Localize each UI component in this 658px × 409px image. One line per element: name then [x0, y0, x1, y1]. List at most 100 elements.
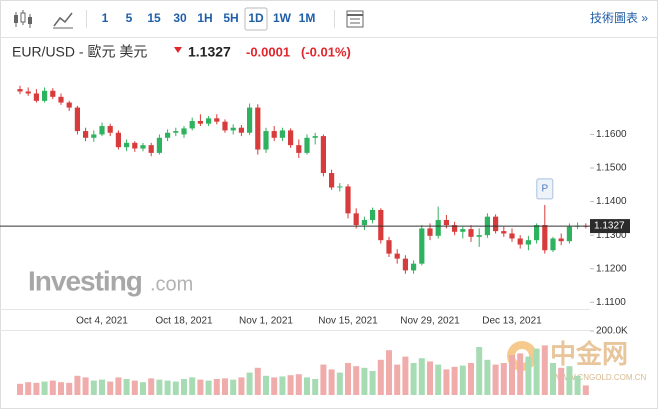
- candle-body: [353, 213, 359, 226]
- candle-body: [329, 173, 335, 188]
- volume-bar: [361, 367, 368, 395]
- x-tick-label: Nov 1, 2021: [239, 316, 293, 327]
- candle-body: [58, 96, 64, 103]
- candle-body: [460, 229, 466, 232]
- candle-body: [517, 238, 523, 245]
- candle: [493, 214, 499, 234]
- candle: [206, 115, 212, 127]
- volume-bar: [33, 382, 40, 395]
- candle: [165, 129, 171, 142]
- candle-body: [394, 253, 400, 259]
- interval-button[interactable]: 30: [173, 11, 187, 25]
- candle: [329, 169, 335, 190]
- candle-body: [148, 145, 154, 153]
- candle-body: [17, 89, 23, 92]
- interval-button[interactable]: 15: [147, 11, 161, 25]
- candle-body: [525, 240, 531, 245]
- volume-bar: [115, 377, 122, 395]
- volume-bar: [500, 363, 507, 395]
- event-marker[interactable]: [536, 178, 554, 200]
- candle-body: [320, 136, 326, 174]
- volume-bar: [17, 383, 23, 395]
- volume-bar: [377, 359, 384, 395]
- candle-body: [189, 121, 195, 129]
- volume-bar: [90, 380, 97, 395]
- volume-bar: [386, 350, 392, 395]
- candle: [58, 93, 64, 105]
- interval-button[interactable]: 1: [102, 11, 109, 25]
- candle: [230, 124, 236, 135]
- candle: [550, 236, 556, 252]
- volume-bar: [402, 356, 409, 395]
- candle: [304, 134, 310, 155]
- candle: [107, 123, 113, 137]
- interval-button[interactable]: 1D: [248, 11, 264, 25]
- candle-body: [337, 186, 343, 188]
- volume-bar: [49, 380, 56, 395]
- candle: [238, 125, 244, 137]
- candle: [566, 223, 572, 244]
- interval-button[interactable]: 5: [126, 11, 133, 25]
- volume-bar: [459, 365, 466, 395]
- candle-body: [296, 145, 302, 153]
- x-tick-label: Oct 18, 2021: [155, 316, 213, 327]
- candle: [476, 228, 482, 247]
- candle-body: [25, 91, 31, 94]
- candle: [214, 114, 220, 125]
- candle-icon[interactable]: [14, 10, 32, 28]
- candle: [279, 127, 285, 142]
- down-arrow: [174, 47, 182, 53]
- interval-button[interactable]: 1M: [299, 11, 316, 25]
- volume-bar: [418, 358, 425, 395]
- candle: [173, 127, 179, 137]
- candle: [50, 88, 56, 100]
- candle-body: [156, 137, 162, 153]
- candle: [222, 119, 228, 133]
- pair-name: EUR/USD - 歐元 美元: [12, 44, 147, 60]
- volume-bar: [156, 379, 163, 395]
- candle: [460, 226, 466, 239]
- candle: [337, 183, 343, 192]
- candle: [156, 134, 162, 155]
- volume-bar: [197, 379, 204, 395]
- interval-button[interactable]: 5H: [223, 11, 238, 25]
- volume-bar: [82, 377, 89, 395]
- volume-bar: [582, 385, 589, 395]
- candle-body: [222, 121, 228, 131]
- volume-bar: [320, 364, 327, 395]
- candle: [312, 132, 318, 145]
- technical-chart-link[interactable]: 技術圖表 »: [590, 11, 648, 25]
- volume-bar: [74, 375, 81, 395]
- candle-body: [238, 127, 244, 133]
- x-tick-label: Dec 13, 2021: [482, 316, 542, 327]
- candle-body: [263, 131, 269, 150]
- candle: [542, 204, 548, 254]
- watermark-brand: Investing: [28, 265, 142, 296]
- candle-body: [115, 132, 121, 148]
- candle: [33, 89, 39, 103]
- candle-body: [66, 102, 72, 108]
- candle-body: [288, 130, 294, 146]
- candle-body: [468, 229, 474, 237]
- watermark-suffix: .com: [150, 273, 193, 295]
- candle: [468, 225, 474, 242]
- interval-button[interactable]: 1H: [197, 11, 212, 25]
- candle: [263, 127, 269, 153]
- candle: [99, 122, 105, 137]
- candle-body: [476, 235, 482, 237]
- candle: [558, 233, 564, 246]
- x-tick-label: Nov 29, 2021: [400, 316, 460, 327]
- volume-bar: [574, 375, 581, 395]
- x-tick-label: Oct 4, 2021: [76, 316, 128, 327]
- volume-bar: [238, 377, 245, 395]
- calendar-icon[interactable]: [346, 10, 364, 28]
- volume-bar: [492, 364, 499, 395]
- candle-body: [91, 134, 97, 138]
- candle: [91, 130, 97, 142]
- interval-button[interactable]: 1W: [273, 11, 292, 25]
- volume-bar: [172, 381, 179, 395]
- line-icon[interactable]: [53, 12, 73, 29]
- volume-bar: [427, 361, 433, 395]
- candle-body: [83, 131, 89, 138]
